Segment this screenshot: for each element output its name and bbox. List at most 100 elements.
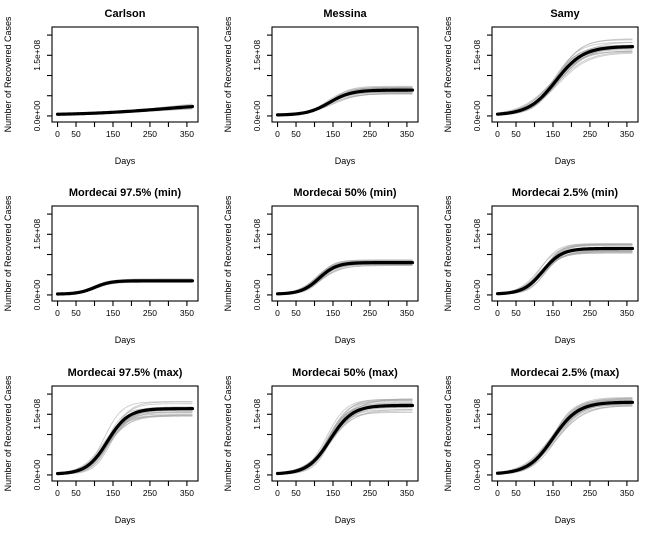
x-tick-label: 350	[400, 488, 414, 498]
x-tick-label: 50	[71, 129, 81, 139]
x-tick-label: 0	[275, 308, 280, 318]
x-tick-label: 50	[291, 308, 301, 318]
median-curve	[275, 88, 415, 117]
ensemble-line	[497, 46, 633, 114]
y-tick-label: 1.5e+08	[32, 40, 42, 71]
median-curve	[55, 104, 195, 116]
y-axis-title: Number of Recovered Cases	[443, 16, 453, 132]
ensemble-line	[497, 252, 633, 295]
x-tick-label: 350	[180, 129, 194, 139]
x-tick-label: 50	[511, 129, 521, 139]
x-axis-title: Days	[555, 156, 576, 166]
plot-box	[491, 385, 639, 482]
x-tick-label: 350	[620, 488, 634, 498]
curves-group	[495, 38, 635, 116]
x-tick-label: 350	[180, 308, 194, 318]
ensemble-line	[497, 252, 633, 295]
ensemble-line	[497, 397, 633, 474]
x-tick-label: 350	[400, 308, 414, 318]
x-tick-label: 250	[583, 129, 597, 139]
y-axis-title: Number of Recovered Cases	[223, 375, 233, 491]
x-tick-label: 0	[55, 129, 60, 139]
median-curve	[55, 279, 195, 296]
x-tick-label: 0	[275, 129, 280, 139]
x-tick-label: 250	[143, 129, 157, 139]
x-tick-label: 0	[55, 488, 60, 498]
x-tick-label: 0	[55, 308, 60, 318]
x-tick-label: 350	[400, 129, 414, 139]
panel-6: Mordecai 2.5% (min) 0.0e+00 1.5e+08 0 50 150 2…	[443, 187, 639, 345]
ensemble-line	[497, 402, 633, 474]
ensemble-line	[497, 50, 633, 114]
y-tick-label: 0.0e+00	[252, 100, 262, 131]
x-axis-title: Days	[115, 515, 136, 525]
x-tick-label: 50	[291, 129, 301, 139]
x-tick-label: 150	[106, 488, 120, 498]
x-tick-label: 0	[275, 488, 280, 498]
median-curve	[495, 45, 635, 116]
x-tick-label: 150	[546, 488, 560, 498]
ensemble-line	[497, 251, 633, 295]
y-tick-label: 0.0e+00	[472, 100, 482, 131]
median-curve	[495, 400, 635, 475]
ensemble-line	[497, 51, 633, 116]
x-tick-label: 150	[106, 308, 120, 318]
ensemble-line	[497, 400, 633, 474]
x-tick-label: 150	[546, 308, 560, 318]
panel-title: Mordecai 50% (max)	[292, 367, 398, 379]
ensemble-line	[497, 251, 633, 294]
ensemble-line	[497, 251, 633, 295]
y-tick-label: 1.5e+08	[472, 40, 482, 71]
x-tick-label: 0	[495, 488, 500, 498]
y-axis-title: Number of Recovered Cases	[223, 16, 233, 132]
curves-group	[55, 278, 195, 296]
ensemble-line	[497, 47, 633, 115]
y-tick-label: 0.0e+00	[252, 280, 262, 311]
median-curve	[275, 261, 415, 296]
curves-group	[495, 243, 635, 296]
plot-box	[271, 385, 419, 482]
x-tick-label: 50	[291, 488, 301, 498]
x-axis-title: Days	[555, 335, 576, 345]
plot-box	[51, 205, 199, 302]
curves-group	[495, 396, 635, 475]
ensemble-line	[497, 52, 633, 115]
median-curve	[55, 406, 195, 475]
ensemble-line	[497, 403, 633, 474]
x-tick-label: 0	[495, 129, 500, 139]
ensemble-line	[497, 247, 633, 295]
ensemble-line	[497, 45, 633, 114]
x-tick-label: 150	[326, 488, 340, 498]
x-tick-label: 250	[143, 308, 157, 318]
ensemble-line	[277, 93, 413, 116]
ensemble-line	[277, 398, 413, 474]
ensemble-line	[277, 398, 413, 474]
y-axis-title: Number of Recovered Cases	[443, 375, 453, 491]
y-tick-label: 0.0e+00	[472, 280, 482, 311]
median-curve	[495, 247, 635, 296]
y-tick-label: 1.5e+08	[252, 40, 262, 71]
panel-3: Samy 0.0e+00 1.5e+08 0 50 150 250 350 Days Number…	[443, 8, 639, 166]
ensemble-line	[497, 47, 633, 115]
ensemble-line	[497, 399, 633, 474]
x-tick-label: 250	[583, 488, 597, 498]
plot-box	[51, 26, 199, 123]
plot-box	[491, 26, 639, 123]
ensemble-line	[497, 402, 633, 473]
x-tick-label: 250	[363, 308, 377, 318]
y-tick-label: 0.0e+00	[32, 100, 42, 131]
ensemble-line	[497, 401, 633, 473]
ensemble-line	[497, 399, 633, 474]
ensemble-line	[497, 396, 633, 474]
x-tick-label: 250	[143, 488, 157, 498]
x-axis-title: Days	[115, 335, 136, 345]
x-tick-label: 350	[620, 308, 634, 318]
y-tick-label: 1.5e+08	[252, 219, 262, 250]
panel-title: Samy	[550, 8, 580, 20]
plot-box	[51, 385, 199, 482]
ensemble-line	[497, 48, 633, 116]
curves-group	[55, 400, 195, 475]
x-axis-title: Days	[115, 156, 136, 166]
y-tick-label: 0.0e+00	[252, 459, 262, 490]
ensemble-line	[497, 401, 633, 474]
